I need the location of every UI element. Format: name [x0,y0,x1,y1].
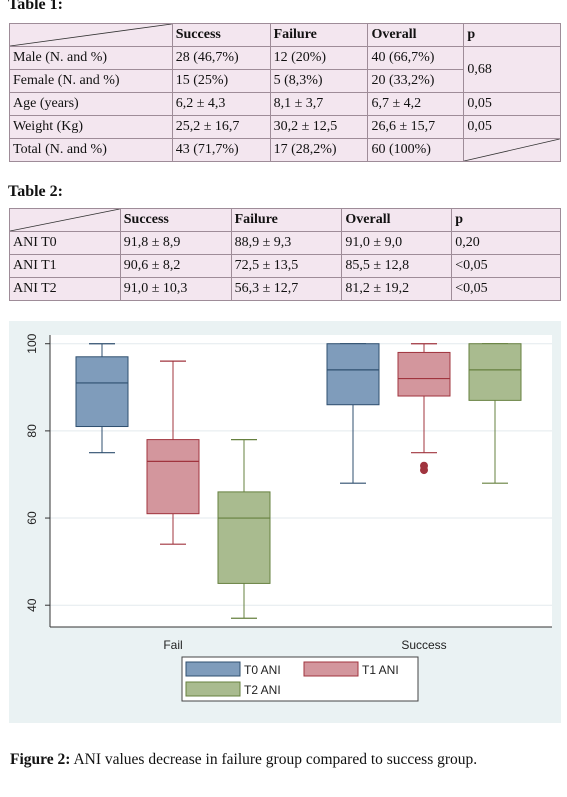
figure-label: Figure 2: [10,751,71,768]
box-iqr [217,491,271,584]
table-cell: 26,6 ± 15,7 [367,115,465,139]
table-cell: 30,2 ± 12,5 [269,115,369,139]
table-cell: Male (N. and %) [9,46,173,70]
column-header: Overall [341,208,453,232]
column-header: Overall [367,23,465,47]
table-cell: Weight (Kg) [9,115,173,139]
table-cell: 12 (20%) [269,46,369,70]
box-iqr [146,439,200,515]
legend-swatch [303,661,359,677]
table-row: Female (N. and %) 15 (25%) 5 (8,3%) 20 (… [9,69,561,93]
table-cell: 43 (71,7%) [171,138,271,162]
table-cell: 6,2 ± 4,3 [171,92,271,116]
x-category-label: Success [401,638,446,652]
box-iqr [468,343,522,401]
table-cell: 5 (8,3%) [269,69,369,93]
legend-swatch [185,661,241,677]
table-cell: 0,05 [463,115,561,139]
figure-caption: Figure 2: ANI values decrease in failure… [10,748,560,771]
table-row: Age (years) 6,2 ± 4,3 8,1 ± 3,7 6,7 ± 4,… [9,92,561,116]
y-tick-label: 60 [25,511,39,525]
table-corner-cell [9,23,173,47]
table-2-title: Table 2: [8,183,63,200]
table-1: Success Failure Overall p Male (N. and %… [9,23,561,162]
table-cell: 72,5 ± 13,5 [230,254,343,278]
legend-label: T0 ANI [244,663,281,677]
table-cell-sex-p: 0,68 [463,46,561,93]
table-cell: 15 (25%) [171,69,271,93]
table-cell: 0,05 [463,92,561,116]
table-cell: 25,2 ± 16,7 [171,115,271,139]
table-row: Male (N. and %) 28 (46,7%) 12 (20%) 40 (… [9,46,561,93]
figure-caption-text: ANI values decrease in failure group com… [70,751,478,768]
table-corner-cell [9,208,121,232]
table-cell: 60 (100%) [367,138,465,162]
column-header: Failure [230,208,343,232]
table-cell: ANI T0 [9,231,121,255]
table-cell: 6,7 ± 4,2 [367,92,465,116]
legend-swatch [185,681,241,697]
table-cell: 91,0 ± 10,3 [119,277,232,301]
column-header: Success [171,23,271,47]
legend-label: T2 ANI [244,683,281,697]
box-iqr [75,356,129,428]
table-2: Success Failure Overall p ANI T0 91,8 ± … [9,208,561,301]
table-cell: 91,0 ± 9,0 [341,231,453,255]
table-1-title: Table 1: [8,0,63,13]
table-cell: 91,8 ± 8,9 [119,231,232,255]
table-cell: 20 (33,2%) [367,69,465,93]
table-cell: 85,5 ± 12,8 [341,254,453,278]
table-cell: 8,1 ± 3,7 [269,92,369,116]
table-cell: Age (years) [9,92,173,116]
plot-area [50,335,552,627]
box-outlier [420,461,428,470]
table-cell: Female (N. and %) [9,69,173,93]
box-iqr [397,351,451,397]
table-cell: 40 (66,7%) [367,46,465,70]
table-cell: 81,2 ± 19,2 [341,277,453,301]
column-header: p [451,208,561,232]
table-row: ANI T0 91,8 ± 8,9 88,9 ± 9,3 91,0 ± 9,0 … [9,231,561,255]
table-cell: 0,20 [451,231,561,255]
table-cell: 88,9 ± 9,3 [230,231,343,255]
legend-label: T1 ANI [362,663,399,677]
x-category-label: Fail [163,638,182,652]
table-cell: 17 (28,2%) [269,138,369,162]
table-cell: Total (N. and %) [9,138,173,162]
table-row: ANI T2 91,0 ± 10,3 56,3 ± 12,7 81,2 ± 19… [9,277,561,301]
box-iqr [326,343,380,406]
table-cell: <0,05 [451,277,561,301]
table-row: ANI T1 90,6 ± 8,2 72,5 ± 13,5 85,5 ± 12,… [9,254,561,278]
box-plot: 40 60 80 100 Fail Success T0 ANI T1 ANI T2 ANI [25,333,552,702]
table-cell: <0,05 [451,254,561,278]
table-row: Weight (Kg) 25,2 ± 16,7 30,2 ± 12,5 26,6… [9,115,561,139]
column-header: Failure [269,23,369,47]
table-cell: ANI T1 [9,254,121,278]
table-cell: ANI T2 [9,277,121,301]
table-cell: 56,3 ± 12,7 [230,277,343,301]
column-header: Success [119,208,232,232]
figure-2-chart: 40 60 80 100 Fail Success T0 ANI T1 ANI T2 ANI [9,321,561,723]
table-cell: 90,6 ± 8,2 [119,254,232,278]
table-row: Success Failure Overall p [9,23,561,47]
y-tick-label: 100 [25,333,39,353]
table-cell: 28 (46,7%) [171,46,271,70]
column-header: p [463,23,561,47]
table-row: Total (N. and %) 43 (71,7%) 17 (28,2%) 6… [9,138,561,162]
table-empty-cell [463,138,561,162]
y-tick-label: 80 [25,424,39,438]
y-tick-label: 40 [25,598,39,612]
table-row: Success Failure Overall p [9,208,561,232]
